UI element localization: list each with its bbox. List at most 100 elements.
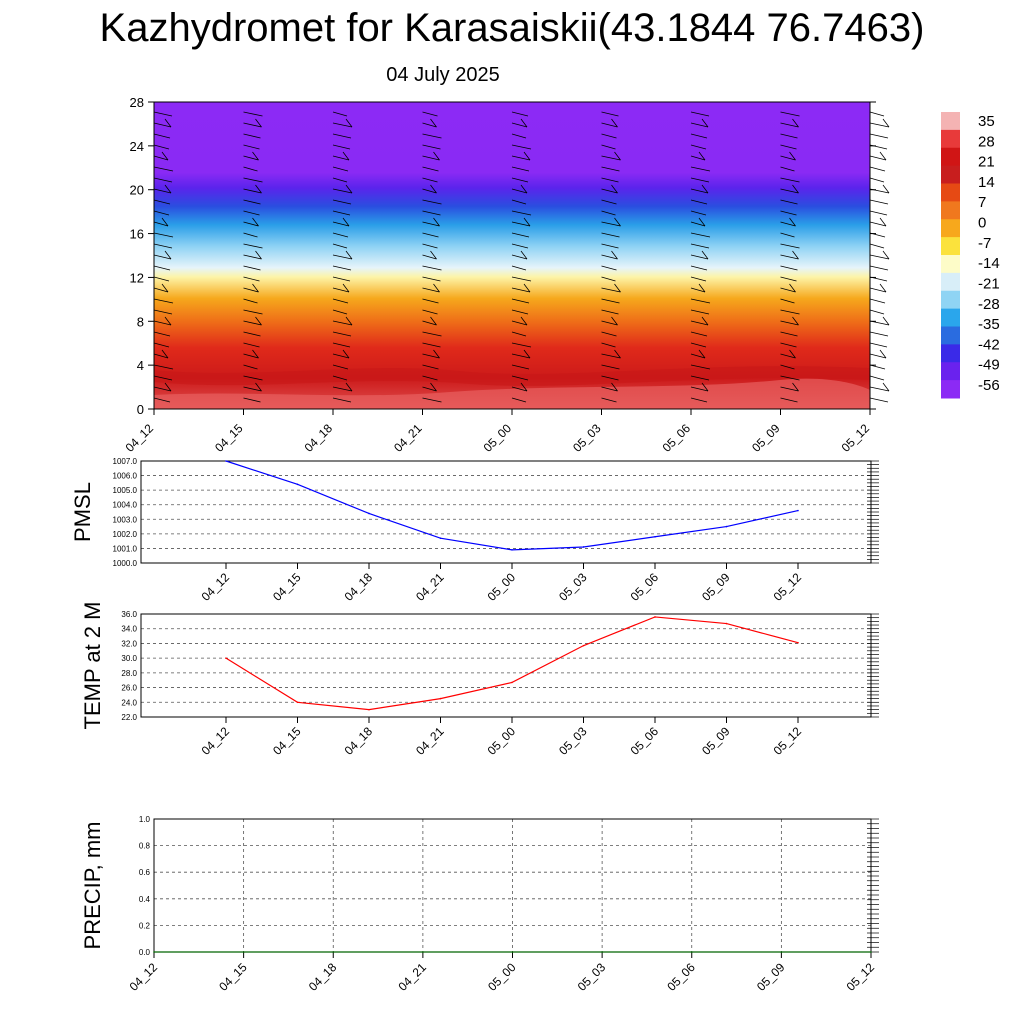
wind-barb xyxy=(511,133,527,139)
series-point xyxy=(225,657,227,659)
y-axis-label: PMSL xyxy=(70,482,95,542)
x-tick-label: 04_12 xyxy=(199,724,233,758)
colorbar-swatch xyxy=(941,380,960,399)
wind-barb-flag xyxy=(345,382,353,392)
y-tick-label: 1.0 xyxy=(139,815,151,824)
wind-barb xyxy=(153,342,170,348)
colorbar-swatch xyxy=(941,237,960,256)
wind-barb xyxy=(332,364,349,370)
wind-barb-flag xyxy=(698,217,706,227)
surface-warm-contour xyxy=(154,378,870,409)
wind-barb xyxy=(511,309,529,315)
wind-barb-flag xyxy=(882,316,890,326)
wind-barb xyxy=(153,287,169,293)
wind-barb xyxy=(153,177,173,183)
wind-barb xyxy=(332,375,348,381)
wind-barb-flag xyxy=(255,250,262,260)
wind-barb-flag xyxy=(520,118,528,128)
wind-barb xyxy=(601,320,618,326)
wind-barb xyxy=(869,254,890,260)
x-tick-label: 05_09 xyxy=(699,570,733,604)
wind-barb xyxy=(153,353,169,359)
wind-barb xyxy=(243,221,259,227)
wind-barb-flag xyxy=(879,151,887,161)
wind-barb xyxy=(422,320,437,326)
colorbar-swatch xyxy=(941,201,960,220)
wind-barb-flag xyxy=(520,316,528,326)
wind-barb xyxy=(869,111,885,117)
wind-barb xyxy=(153,155,169,161)
series-point xyxy=(511,951,514,953)
heatmap-x-tick-label: 04_15 xyxy=(212,421,246,455)
x-tick-label: 05_06 xyxy=(628,724,662,758)
wind-barb-flag xyxy=(255,118,262,128)
wind-barb xyxy=(153,243,173,249)
wind-barb xyxy=(332,199,352,205)
colorbar-swatch xyxy=(941,183,960,202)
x-tick-label: 05_00 xyxy=(485,960,519,994)
wind-barb-flag xyxy=(789,151,796,161)
wind-barb xyxy=(243,232,258,238)
wind-barb xyxy=(690,199,708,205)
wind-barb-flag xyxy=(252,151,259,161)
wind-barb xyxy=(869,166,886,172)
wind-barb xyxy=(601,221,621,227)
wind-barb xyxy=(511,364,530,370)
wind-barb xyxy=(153,144,170,150)
wind-barb xyxy=(422,155,440,161)
y-tick-label: 0.6 xyxy=(139,868,151,877)
wind-barb xyxy=(869,309,885,315)
wind-barb xyxy=(690,353,706,359)
wind-barb xyxy=(780,265,798,271)
wind-barb xyxy=(869,298,886,304)
wind-barb xyxy=(601,122,618,128)
series-point xyxy=(439,697,442,700)
wind-barb xyxy=(601,155,621,161)
y-tick-label: 32.0 xyxy=(121,639,137,648)
wind-barb xyxy=(422,276,441,282)
colorbar-label: 21 xyxy=(978,154,995,171)
wind-barb-flag xyxy=(698,283,706,293)
x-tick-label: 05_00 xyxy=(485,724,519,758)
wind-barb xyxy=(690,331,708,337)
wind-barb-flag xyxy=(255,382,262,392)
series-point xyxy=(242,951,245,953)
wind-barb xyxy=(422,243,438,249)
wind-barb xyxy=(511,342,532,348)
wind-barb xyxy=(422,331,442,337)
wind-barb xyxy=(601,144,616,150)
heatmap-x-tick-label: 05_06 xyxy=(660,421,694,455)
wind-barb xyxy=(690,177,710,183)
wind-barb-flag xyxy=(433,283,440,293)
wind-barb-flag xyxy=(701,250,709,260)
wind-barb xyxy=(422,342,441,348)
wind-barb xyxy=(511,298,530,304)
y-tick-label: 24.0 xyxy=(121,698,137,707)
heatmap-y-tick-label: 0 xyxy=(137,402,144,417)
wind-barb xyxy=(422,221,440,227)
wind-barb xyxy=(690,386,709,392)
wind-barb xyxy=(780,133,798,139)
wind-barb xyxy=(422,309,438,315)
wind-barb xyxy=(243,111,263,117)
wind-barb xyxy=(332,111,348,117)
wind-barb xyxy=(780,276,797,282)
wind-barb xyxy=(332,155,350,161)
wind-barb xyxy=(243,265,261,271)
wind-barb-flag xyxy=(614,349,621,359)
series-point xyxy=(439,537,442,540)
page-title: Kazhydromet for Karasaiskii(43.1844 76.7… xyxy=(99,6,925,50)
y-tick-label: 26.0 xyxy=(121,684,137,693)
wind-barb-flag xyxy=(611,382,618,392)
y-tick-label: 36.0 xyxy=(121,610,137,619)
wind-barb xyxy=(243,342,260,348)
wind-barb-flag xyxy=(345,250,353,260)
wind-barb xyxy=(243,199,261,205)
wind-barb xyxy=(332,342,351,348)
series-point xyxy=(654,616,656,618)
heatmap-y-ticks: 0 4 8 12 16 20 24 28 xyxy=(130,95,876,417)
wind-barb-flag xyxy=(701,118,709,128)
wind-barb xyxy=(332,353,350,359)
y-axis-label: TEMP at 2 M xyxy=(80,602,105,730)
wind-barb xyxy=(153,386,172,392)
